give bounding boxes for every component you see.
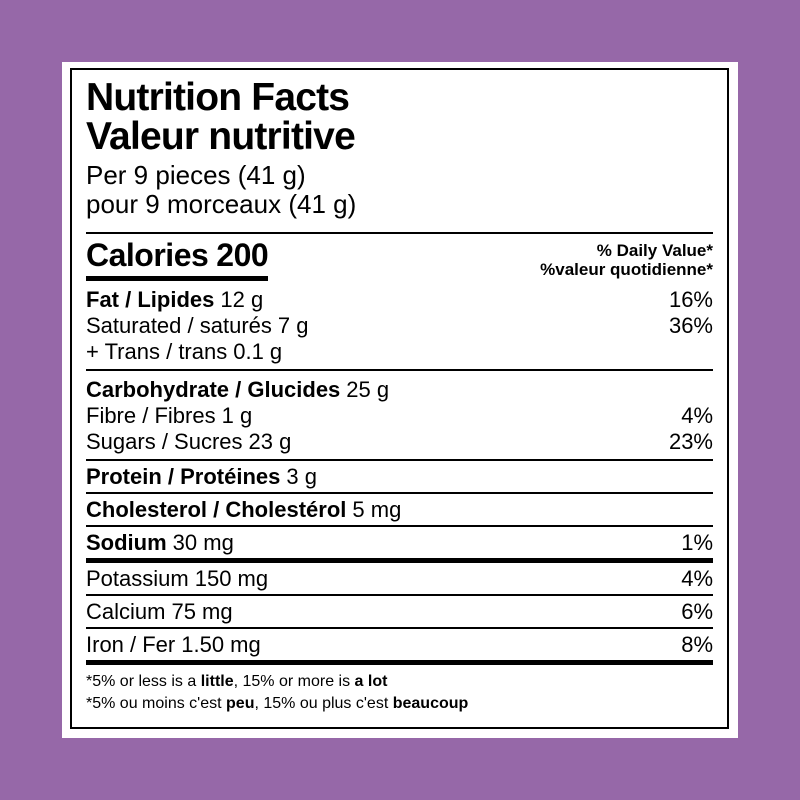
nutrient-row-trans-fat: + Trans / trans 0.1 g bbox=[86, 339, 713, 365]
calories-label: Calories bbox=[86, 237, 209, 273]
nutrient-amount: 5 mg bbox=[352, 497, 402, 522]
serving-size-french: pour 9 morceaux (41 g) bbox=[86, 189, 357, 219]
serving-size-english: Per 9 pieces (41 g) bbox=[86, 160, 306, 190]
nutrient-daily-value: 16% bbox=[668, 287, 713, 312]
nutrient-daily-value: 1% bbox=[681, 530, 713, 555]
nutrient-name: + Trans / trans bbox=[86, 339, 228, 364]
nutrient-daily-value: 8% bbox=[681, 632, 713, 657]
title-english: Nutrition Facts bbox=[86, 76, 350, 119]
divider bbox=[86, 594, 713, 596]
nutrient-name: Sugars / Sucres bbox=[86, 429, 243, 454]
divider-thick bbox=[86, 660, 713, 665]
nutrient-row-carbohydrate: Carbohydrate / Glucides 25 g bbox=[86, 377, 713, 403]
nutrient-amount: 12 g bbox=[220, 287, 264, 312]
nutrient-row-saturated-fat: Saturated / saturés 7 g 36% bbox=[86, 313, 713, 339]
divider bbox=[86, 459, 713, 461]
nutrition-facts-panel: Nutrition Facts Valeur nutritive Per 9 p… bbox=[70, 68, 729, 729]
nutrient-name: Potassium bbox=[86, 566, 189, 591]
nutrition-label-card: Nutrition Facts Valeur nutritive Per 9 p… bbox=[62, 62, 738, 738]
nutrient-name: Fat / Lipides bbox=[86, 287, 215, 312]
nutrient-row-fibre: Fibre / Fibres 1 g 4% bbox=[86, 403, 713, 429]
nutrient-name: Iron / Fer bbox=[86, 632, 176, 657]
footnotes: *5% or less is a little, 15% or more is … bbox=[86, 665, 713, 715]
calories-value: Calories 200 bbox=[86, 237, 269, 281]
divider-thick bbox=[86, 558, 713, 563]
fat-group: Fat / Lipides 12 g 16% Saturated / saturé… bbox=[86, 281, 713, 369]
daily-value-header-french: %valeur quotidienne* bbox=[540, 260, 713, 279]
footnote-english: *5% or less is a little, 15% or more is … bbox=[86, 673, 388, 690]
divider bbox=[86, 525, 713, 527]
nutrient-amount: 3 g bbox=[286, 464, 317, 489]
nutrient-amount: 75 mg bbox=[171, 599, 233, 624]
title-french: Valeur nutritive bbox=[86, 115, 356, 158]
nutrient-name: Fibre / Fibres bbox=[86, 403, 216, 428]
footnote-french: *5% ou moins c'est peu, 15% ou plus c'es… bbox=[86, 695, 469, 712]
nutrient-name: Saturated / saturés bbox=[86, 313, 272, 338]
nutrient-amount: 0.1 g bbox=[233, 339, 283, 364]
nutrient-amount: 1 g bbox=[221, 403, 253, 428]
nutrient-amount: 25 g bbox=[346, 377, 390, 402]
calories-row: Calories 200 % Daily Value* %valeur quoti… bbox=[86, 237, 713, 281]
nutrient-daily-value: 6% bbox=[681, 599, 713, 624]
divider-under-serving bbox=[86, 232, 713, 234]
nutrient-row-protein: Protein / Protéines 3 g bbox=[86, 461, 713, 492]
nutrient-daily-value: 36% bbox=[668, 313, 713, 338]
nutrient-name: Carbohydrate / Glucides bbox=[86, 377, 341, 402]
nutrient-amount: 30 mg bbox=[172, 530, 234, 555]
serving-size-block: Per 9 pieces (41 g) pour 9 morceaux (41 … bbox=[86, 161, 713, 219]
nutrient-daily-value: 23% bbox=[668, 429, 713, 454]
divider bbox=[86, 492, 713, 494]
nutrient-amount: 150 mg bbox=[194, 566, 269, 591]
nutrient-row-sugars: Sugars / Sucres 23 g 23% bbox=[86, 429, 713, 455]
nutrient-row-iron: Iron / Fer 1.50 mg 8% bbox=[86, 629, 713, 660]
nutrient-daily-value: 4% bbox=[681, 566, 713, 591]
nutrient-row-sodium: Sodium 30 mg 1% bbox=[86, 527, 713, 558]
nutrient-row-fat: Fat / Lipides 12 g 16% bbox=[86, 287, 713, 313]
carbohydrate-group: Carbohydrate / Glucides 25 g Fibre / Fibr… bbox=[86, 371, 713, 459]
nutrient-row-cholesterol: Cholesterol / Cholestérol 5 mg bbox=[86, 494, 713, 525]
nutrient-row-calcium: Calcium 75 mg 6% bbox=[86, 596, 713, 627]
nutrient-daily-value: 4% bbox=[681, 403, 713, 428]
calories-amount: 200 bbox=[216, 237, 269, 273]
nutrient-amount: 23 g bbox=[248, 429, 292, 454]
nutrient-name: Calcium bbox=[86, 599, 166, 624]
nutrient-name: Cholesterol / Cholestérol bbox=[86, 497, 347, 522]
daily-value-header: % Daily Value* %valeur quotidienne* bbox=[540, 240, 713, 279]
nutrient-amount: 1.50 mg bbox=[181, 632, 261, 657]
nutrient-amount: 7 g bbox=[277, 313, 309, 338]
divider bbox=[86, 369, 713, 371]
daily-value-header-english: % Daily Value* bbox=[596, 241, 713, 260]
divider bbox=[86, 627, 713, 629]
nutrient-name: Sodium bbox=[86, 530, 167, 555]
nutrient-name: Protein / Protéines bbox=[86, 464, 281, 489]
nutrient-row-potassium: Potassium 150 mg 4% bbox=[86, 563, 713, 594]
